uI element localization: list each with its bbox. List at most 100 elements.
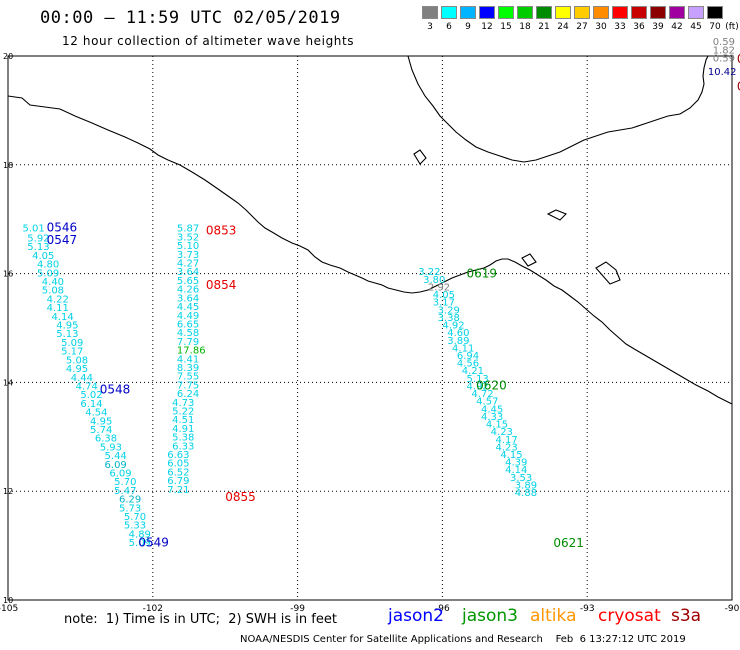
wave-height-value: 3.22 (418, 267, 440, 278)
wave-height-value: 4.14 (51, 312, 73, 323)
wave-height-value: 3.52 (177, 232, 199, 243)
scale-label: 36 (633, 22, 645, 32)
wave-height-value: 5.33 (124, 521, 146, 532)
scale-swatch (669, 6, 685, 19)
island-2 (521, 253, 537, 267)
lon-tick-label: -93 (580, 604, 595, 614)
lat-tick-label: 14 (3, 378, 13, 387)
scale-swatch (441, 6, 457, 19)
pass-time-label: 0548 (100, 382, 131, 396)
pass-time-label: 0853 (206, 223, 237, 237)
wave-height-value: 4.74 (76, 381, 98, 392)
wave-height-value: 4.49 (177, 311, 199, 322)
wave-height-value: 5.70 (114, 477, 136, 488)
wave-height-value: 4.45 (481, 404, 503, 415)
wave-height-value: 1.82 (713, 45, 735, 56)
wave-height-value: 6.63 (167, 450, 189, 461)
wave-height-value: 4.22 (47, 294, 69, 305)
wave-height-value: 5.73 (119, 503, 141, 514)
lat-tick-label: 10 (3, 596, 13, 605)
wave-height-value: 4.11 (452, 343, 474, 354)
wave-height-value: 6.24 (177, 389, 199, 400)
wave-height-value: 8.39 (177, 363, 199, 374)
wave-height-value: 4.23 (495, 442, 517, 453)
legend-jason2: jason2 (388, 606, 444, 626)
lat-tick-label: 12 (3, 487, 13, 496)
wave-height-value: 4.91 (172, 424, 194, 435)
page-title: 00:00 – 11:59 UTC 02/05/2019 (40, 8, 341, 28)
scale-label: 9 (465, 22, 471, 32)
legend-cryosat: cryosat (598, 606, 661, 626)
lon-tick-label: -96 (435, 604, 450, 614)
pass-time-label: 0620 (476, 378, 507, 392)
wave-height-value: 4.27 (177, 259, 199, 270)
wave-height-value: 4.92 (442, 321, 464, 332)
legend-s3a: s3a (671, 606, 702, 626)
wave-height-value: 4.05 (433, 290, 455, 301)
wave-height-value: 4.80 (37, 260, 59, 271)
wave-height-value: 4.73 (172, 398, 194, 409)
legend-jason3: jason3 (462, 606, 518, 626)
map-frame (7, 55, 733, 601)
lat-lon-grid (8, 56, 732, 600)
scale-swatch (479, 6, 495, 19)
wave-height-value: 4.56 (457, 359, 479, 370)
wave-height-value: 0.59 (713, 37, 735, 48)
wave-height-value: 6.38 (95, 434, 117, 445)
wave-height-value: 5.92 (27, 234, 49, 245)
scale-label: 39 (652, 22, 664, 32)
scale-label: 18 (519, 22, 531, 32)
scale-label: 3 (427, 22, 433, 32)
pass-time-label: 0 (737, 79, 740, 93)
pass-time-label: 0549 (138, 536, 169, 550)
wave-height-value: 5.17 (61, 347, 83, 358)
wave-height-value: 4.95 (66, 364, 88, 375)
wave-height-value: 6.79 (167, 476, 189, 487)
mexico-pacific-coastline (7, 95, 733, 405)
wave-height-value: 4.51 (172, 415, 194, 426)
wave-height-value: 3.29 (438, 305, 460, 316)
wave-height-value: 5.65 (177, 276, 199, 287)
legend-altika: altika (530, 606, 577, 626)
wave-height-value: 5.09 (129, 538, 151, 549)
island-1 (595, 261, 621, 285)
coastline (7, 55, 733, 405)
wave-height-value: 5.13 (27, 242, 49, 253)
track-jason3: 3.223.802.924.053.173.293.384.924.603.89… (418, 267, 537, 499)
scale-label: 45 (690, 22, 702, 32)
wave-height-value: 4.89 (129, 529, 151, 540)
scale-swatch (460, 6, 476, 19)
lon-tick-label: -99 (290, 604, 305, 614)
lon-tick-label: -102 (143, 604, 163, 614)
wave-height-value: 5.38 (172, 433, 194, 444)
scale-label: 21 (538, 22, 550, 32)
wave-height-value: 6.52 (167, 467, 189, 478)
pass-time-label: 0 (737, 52, 740, 66)
lat-tick-label: 20 (3, 52, 13, 61)
wave-height-value: 4.95 (90, 416, 112, 427)
scale-swatch (631, 6, 647, 19)
scale-label: 42 (671, 22, 683, 32)
wave-height-value: 17.86 (177, 346, 206, 357)
wave-height-value: 5.02 (80, 390, 102, 401)
wave-height-value: 5.08 (66, 355, 88, 366)
wave-height-value: 4.57 (476, 397, 498, 408)
wave-height-value: 4.44 (71, 373, 93, 384)
wave-height-value: 3.53 (510, 473, 532, 484)
scale-label: 27 (576, 22, 588, 32)
inland-lake-2 (546, 209, 567, 221)
axis-tick-labels: -105 -102 -99 -96 -93 -90 20 18 16 14 12 10 (0, 52, 740, 614)
gulf-coastline (407, 55, 709, 163)
scale-swatch (650, 6, 666, 19)
wave-height-value: 5.70 (124, 512, 146, 523)
wave-height-value: 7.75 (177, 380, 199, 391)
pass-time-label: 0619 (467, 266, 498, 280)
scale-label: 15 (500, 22, 512, 32)
wave-height-value: 5.01 (22, 224, 44, 235)
wave-height-value: 5.13 (467, 374, 489, 385)
wave-height-value: 3.38 (438, 313, 460, 324)
inland-lake-1 (413, 149, 427, 165)
scale-swatch (593, 6, 609, 19)
wave-height-value: 5.74 (90, 425, 112, 436)
